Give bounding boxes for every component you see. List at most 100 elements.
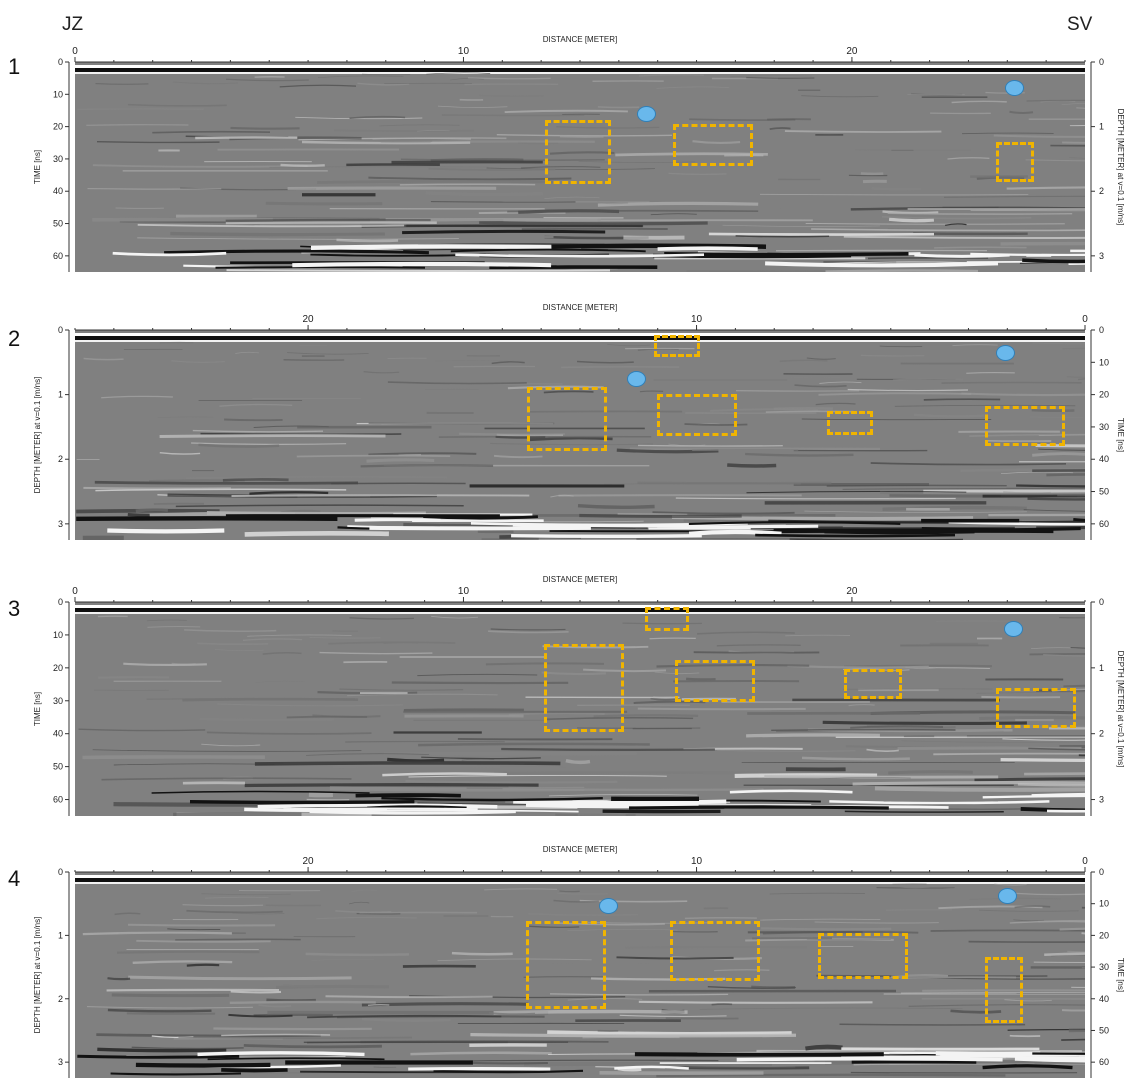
anomaly-box xyxy=(545,120,611,184)
radargram-panel-4 xyxy=(75,872,1085,1078)
corner-label-jz: JZ xyxy=(62,14,84,35)
x-tick-label: 20 xyxy=(846,46,858,57)
left-tick-label: 0 xyxy=(58,597,63,607)
x-tick-label: 0 xyxy=(1082,314,1088,325)
radargram-panel-2 xyxy=(75,330,1085,540)
anomaly-box xyxy=(673,124,753,166)
left-tick-label: 0 xyxy=(58,867,63,877)
x-tick-label: 0 xyxy=(72,586,78,597)
radargram-panel-1 xyxy=(75,62,1085,272)
right-tick-label: 3 xyxy=(1099,251,1104,261)
target-marker xyxy=(998,888,1017,904)
right-tick-label: 50 xyxy=(1099,1025,1109,1035)
right-axis-title: TIME [ns] xyxy=(1116,418,1125,452)
left-tick-label: 40 xyxy=(53,186,63,196)
right-tick-label: 1 xyxy=(1099,122,1104,132)
x-tick-label: 20 xyxy=(303,856,315,867)
left-axis-title: TIME [ns] xyxy=(33,692,42,726)
right-tick-label: 60 xyxy=(1099,519,1109,529)
left-axis-title: TIME [ns] xyxy=(33,150,42,184)
anomaly-box xyxy=(657,394,737,436)
target-marker xyxy=(599,898,618,914)
anomaly-box xyxy=(670,921,760,981)
left-tick-label: 2 xyxy=(58,454,63,464)
left-tick-label: 2 xyxy=(58,994,63,1004)
right-tick-label: 0 xyxy=(1099,325,1104,335)
target-marker xyxy=(996,345,1015,361)
x-tick-label: 0 xyxy=(72,46,78,57)
right-tick-label: 10 xyxy=(1099,899,1109,909)
corner-label-sv: SV xyxy=(1067,14,1093,35)
right-tick-label: 10 xyxy=(1099,357,1109,367)
left-tick-label: 60 xyxy=(53,251,63,261)
left-tick-label: 1 xyxy=(58,390,63,400)
right-tick-label: 40 xyxy=(1099,994,1109,1004)
left-tick-label: 30 xyxy=(53,696,63,706)
x-tick-label: 10 xyxy=(691,314,703,325)
target-marker xyxy=(1005,80,1024,96)
left-tick-label: 0 xyxy=(58,57,63,67)
left-tick-label: 20 xyxy=(53,663,63,673)
x-axis-title: DISTANCE [METER] xyxy=(543,303,618,312)
panel-4-number: 4 xyxy=(8,866,21,891)
right-tick-label: 20 xyxy=(1099,930,1109,940)
right-tick-label: 0 xyxy=(1099,597,1104,607)
anomaly-box xyxy=(827,411,873,435)
right-tick-label: 2 xyxy=(1099,729,1104,739)
left-tick-label: 50 xyxy=(53,219,63,229)
radargram-image-4 xyxy=(75,875,1085,1078)
x-tick-label: 10 xyxy=(691,856,703,867)
right-tick-label: 30 xyxy=(1099,422,1109,432)
right-tick-label: 40 xyxy=(1099,454,1109,464)
panel-2-number: 2 xyxy=(8,326,21,351)
right-tick-label: 60 xyxy=(1099,1057,1109,1067)
anomaly-box xyxy=(844,669,902,699)
anomaly-box xyxy=(818,933,908,979)
target-marker xyxy=(1004,621,1023,637)
anomaly-box xyxy=(544,644,624,732)
x-tick-label: 20 xyxy=(846,586,858,597)
left-tick-label: 10 xyxy=(53,630,63,640)
right-tick-label: 0 xyxy=(1099,867,1104,877)
anomaly-box xyxy=(675,660,755,702)
anomaly-box xyxy=(996,688,1076,728)
panel-3-number: 3 xyxy=(8,596,21,621)
target-marker xyxy=(627,371,646,387)
left-tick-label: 60 xyxy=(53,795,63,805)
right-tick-label: 3 xyxy=(1099,795,1104,805)
anomaly-box xyxy=(654,335,700,357)
radargram-image-2 xyxy=(75,333,1085,540)
left-axis-title: DEPTH [METER] at v=0.1 [m/ns] xyxy=(33,917,42,1034)
x-axis-title: DISTANCE [METER] xyxy=(543,845,618,854)
anomaly-box xyxy=(526,921,606,1009)
right-axis-title: DEPTH [METER] at v=0.1 [m/ns] xyxy=(1116,651,1125,768)
anomaly-box xyxy=(527,387,607,451)
panel-1-number: 1 xyxy=(8,54,21,79)
radargram-image-1 xyxy=(75,65,1085,272)
target-marker xyxy=(637,106,656,122)
left-tick-label: 10 xyxy=(53,89,63,99)
x-axis-title: DISTANCE [METER] xyxy=(543,35,618,44)
anomaly-box xyxy=(985,406,1065,446)
anomaly-box xyxy=(645,607,689,631)
x-tick-label: 20 xyxy=(303,314,315,325)
right-tick-label: 30 xyxy=(1099,962,1109,972)
right-tick-label: 0 xyxy=(1099,57,1104,67)
left-tick-label: 3 xyxy=(58,519,63,529)
right-tick-label: 1 xyxy=(1099,663,1104,673)
anomaly-box xyxy=(985,957,1023,1023)
x-tick-label: 0 xyxy=(1082,856,1088,867)
right-axis-title: DEPTH [METER] at v=0.1 [m/ns] xyxy=(1116,109,1125,226)
left-axis-title: DEPTH [METER] at v=0.1 [m/ns] xyxy=(33,377,42,494)
right-tick-label: 2 xyxy=(1099,186,1104,196)
radargram-image-3 xyxy=(75,605,1085,816)
x-tick-label: 10 xyxy=(458,46,470,57)
radargram-panel-3 xyxy=(75,602,1085,816)
right-tick-label: 20 xyxy=(1099,390,1109,400)
left-tick-label: 30 xyxy=(53,154,63,164)
left-tick-label: 3 xyxy=(58,1057,63,1067)
right-axis-title: TIME [ns] xyxy=(1116,958,1125,992)
x-axis-title: DISTANCE [METER] xyxy=(543,575,618,584)
left-tick-label: 1 xyxy=(58,930,63,940)
